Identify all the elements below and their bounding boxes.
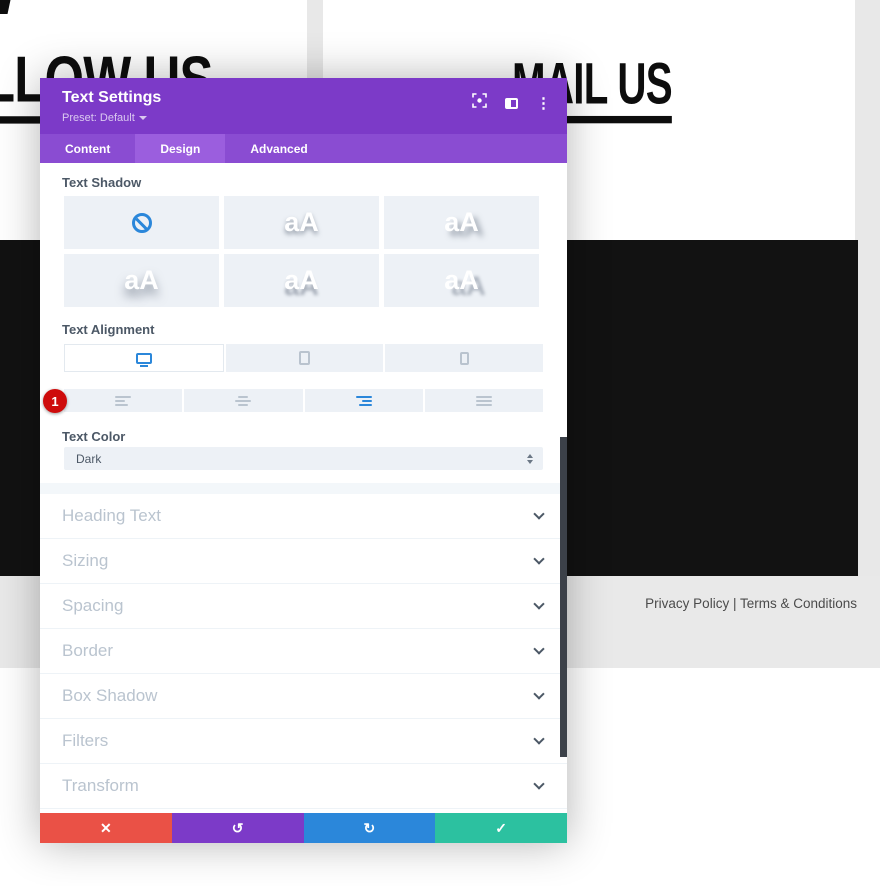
tab-advanced[interactable]: Advanced bbox=[250, 141, 308, 156]
caret-down-icon bbox=[138, 116, 147, 121]
shadow-preset-large-blur[interactable]: aA bbox=[64, 254, 219, 307]
shadow-preset-diagonal[interactable]: aA bbox=[384, 254, 539, 307]
annotation-badge-1: 1 bbox=[43, 389, 67, 413]
align-left-icon bbox=[115, 395, 132, 406]
undo-icon: ↺ bbox=[231, 819, 244, 836]
align-right-button[interactable] bbox=[304, 389, 423, 412]
chevron-down-icon bbox=[533, 733, 545, 745]
align-center-icon bbox=[235, 395, 252, 406]
footer-links[interactable]: Privacy Policy | Terms & Conditions bbox=[645, 596, 857, 611]
toggle-border[interactable]: Border bbox=[40, 629, 567, 674]
redo-button[interactable]: ↻ bbox=[303, 813, 436, 843]
text-shadow-label: Text Shadow bbox=[62, 175, 142, 190]
chevron-down-icon bbox=[533, 553, 545, 565]
tab-content[interactable]: Content bbox=[65, 141, 111, 156]
text-settings-modal: Text Settings Preset: Default ⋮ Content … bbox=[40, 78, 567, 843]
snap-icon[interactable] bbox=[472, 93, 487, 113]
cropped-letter-fragment bbox=[0, 0, 11, 14]
align-right-icon bbox=[355, 395, 372, 406]
collapsed-sections: Heading Text Sizing Spacing Border Box S… bbox=[40, 494, 567, 809]
page-right-margin bbox=[855, 0, 880, 668]
redo-icon: ↻ bbox=[363, 819, 376, 836]
tab-design[interactable]: Design bbox=[135, 134, 226, 163]
chevron-down-icon bbox=[533, 778, 545, 790]
modal-tabs: Content Design Advanced bbox=[40, 134, 567, 163]
preset-dropdown[interactable]: Preset: Default bbox=[62, 112, 147, 124]
toggle-heading-text[interactable]: Heading Text bbox=[40, 494, 567, 539]
tablet-icon bbox=[299, 351, 310, 365]
device-phone-button[interactable] bbox=[385, 344, 544, 372]
phone-icon bbox=[459, 351, 469, 365]
text-alignment-options bbox=[64, 389, 543, 412]
device-desktop-button[interactable] bbox=[64, 344, 224, 372]
close-icon: ✕ bbox=[100, 819, 112, 836]
align-center-button[interactable] bbox=[184, 389, 303, 412]
text-color-select[interactable]: Dark bbox=[64, 447, 543, 470]
align-left-button[interactable] bbox=[64, 389, 183, 412]
select-arrows-icon bbox=[527, 453, 533, 464]
modal-header: Text Settings Preset: Default ⋮ bbox=[40, 78, 567, 134]
device-tablet-button[interactable] bbox=[225, 344, 384, 372]
undo-button[interactable]: ↺ bbox=[171, 813, 304, 843]
device-switcher bbox=[64, 344, 544, 372]
shadow-preset-soft-bottom[interactable]: aA bbox=[224, 196, 379, 249]
split-view-icon[interactable] bbox=[505, 97, 518, 109]
chevron-down-icon bbox=[533, 688, 545, 700]
section-divider bbox=[40, 483, 567, 494]
desktop-icon bbox=[135, 352, 152, 367]
modal-title: Text Settings bbox=[62, 89, 162, 106]
toggle-spacing[interactable]: Spacing bbox=[40, 584, 567, 629]
save-button[interactable]: ✓ bbox=[435, 813, 567, 843]
ban-icon bbox=[131, 212, 152, 233]
text-alignment-label: Text Alignment bbox=[62, 322, 155, 337]
text-color-label: Text Color bbox=[62, 429, 126, 444]
shadow-preset-offset-right[interactable]: aA bbox=[384, 196, 539, 249]
toggle-transform[interactable]: Transform bbox=[40, 764, 567, 809]
chevron-down-icon bbox=[533, 508, 545, 520]
kebab-menu-icon[interactable]: ⋮ bbox=[536, 94, 551, 112]
modal-footer: ✕ ↺ ↻ ✓ bbox=[40, 813, 567, 843]
text-shadow-presets: aA aA aA aA aA bbox=[64, 196, 543, 307]
chevron-down-icon bbox=[533, 643, 545, 655]
check-icon: ✓ bbox=[495, 819, 507, 836]
align-justify-icon bbox=[475, 395, 492, 406]
modal-scrollbar[interactable] bbox=[560, 437, 567, 757]
toggle-filters[interactable]: Filters bbox=[40, 719, 567, 764]
align-justify-button[interactable] bbox=[424, 389, 543, 412]
chevron-down-icon bbox=[533, 598, 545, 610]
toggle-box-shadow[interactable]: Box Shadow bbox=[40, 674, 567, 719]
shadow-preset-none[interactable] bbox=[64, 196, 219, 249]
toggle-sizing[interactable]: Sizing bbox=[40, 539, 567, 584]
discard-button[interactable]: ✕ bbox=[40, 813, 172, 843]
shadow-preset-tight-bottom[interactable]: aA bbox=[224, 254, 379, 307]
